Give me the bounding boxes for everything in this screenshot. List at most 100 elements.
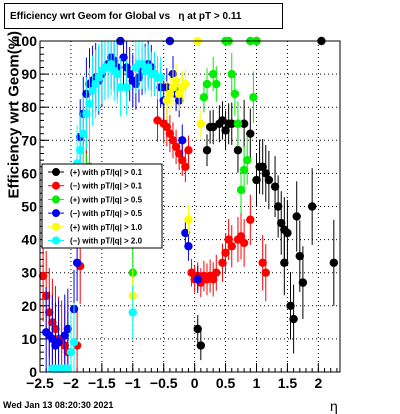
- data-point: [295, 251, 304, 261]
- data-point: [168, 136, 178, 145]
- data-point: [221, 126, 230, 135]
- data-point: [162, 122, 172, 132]
- data-point: [212, 268, 221, 277]
- data-point: [218, 258, 227, 267]
- data-point: [199, 93, 209, 102]
- data-point: [72, 258, 82, 267]
- data-point: [307, 202, 317, 211]
- legend-swatch: [52, 181, 60, 190]
- data-point: [227, 119, 236, 128]
- y-tick-label: 100: [14, 33, 38, 49]
- y-tick-label: 0: [29, 364, 37, 380]
- data-point: [292, 212, 301, 221]
- legend-swatch: [52, 222, 60, 231]
- data-point: [258, 162, 267, 171]
- data-point: [162, 96, 172, 105]
- data-point: [79, 129, 88, 138]
- legend-swatch: [52, 209, 60, 218]
- data-point: [187, 268, 196, 277]
- data-point: [137, 59, 147, 69]
- legend-label: (+) with pT/|q| > 0.5: [70, 195, 143, 204]
- data-point: [264, 175, 274, 185]
- data-point: [178, 155, 187, 165]
- x-tick-label: 0: [191, 375, 199, 391]
- data-point: [181, 79, 190, 89]
- data-point: [196, 119, 206, 128]
- y-tick-label: 10: [21, 331, 37, 347]
- y-tick-label: 20: [21, 298, 37, 314]
- axis-ticks: −2.5 −2 −1.5 −1 −0.5 0 0.5 1 1.5 2010203040506070…: [14, 33, 338, 391]
- data-point: [280, 258, 289, 267]
- legend-label: (−) with pT/|q| > 0.5: [70, 209, 143, 218]
- data-point: [277, 218, 286, 228]
- data-point: [224, 235, 233, 244]
- data-point: [181, 228, 190, 238]
- data-point: [221, 248, 230, 258]
- y-tick-label: 50: [21, 199, 37, 215]
- data-point: [54, 338, 63, 347]
- x-axis-label: η: [330, 398, 338, 414]
- data-point: [239, 119, 249, 128]
- data-point: [246, 129, 255, 138]
- data-point: [270, 182, 280, 191]
- data-point: [63, 364, 73, 373]
- data-point: [236, 232, 246, 241]
- legend-box: [41, 163, 163, 249]
- y-axis-label: Efficiency wrt Geom(%): [5, 30, 23, 199]
- data-point: [171, 76, 181, 85]
- data-point: [165, 89, 175, 99]
- data-point: [249, 93, 258, 102]
- data-point: [106, 59, 116, 69]
- data-point: [184, 215, 193, 224]
- data-point: [76, 146, 85, 155]
- data-point: [94, 73, 103, 82]
- data-point: [184, 146, 193, 155]
- data-point: [233, 119, 243, 128]
- legend-label: (+) with pT/|q| > 0.1: [70, 168, 143, 177]
- data-point: [116, 83, 125, 92]
- data-point: [227, 69, 236, 79]
- data-point: [88, 86, 97, 95]
- data-point: [82, 109, 91, 119]
- data-point: [208, 275, 218, 284]
- data-point: [239, 238, 249, 248]
- data-point: [144, 63, 153, 72]
- y-tick-label: 60: [21, 165, 37, 181]
- data-point: [119, 53, 128, 62]
- data-point: [165, 129, 175, 138]
- x-tick-label: −2: [63, 375, 79, 391]
- data-point: [218, 116, 227, 125]
- y-tick-label: 40: [21, 232, 37, 248]
- data-point: [156, 73, 165, 82]
- data-point: [38, 271, 48, 281]
- x-tick-label: −1: [125, 375, 141, 391]
- data-point: [91, 79, 100, 89]
- data-point: [128, 308, 137, 317]
- data-point: [258, 258, 267, 267]
- data-point: [239, 165, 249, 175]
- data-point: [168, 83, 178, 92]
- data-point: [63, 324, 73, 334]
- data-point: [196, 341, 206, 350]
- data-point: [286, 301, 295, 310]
- data-point: [153, 116, 162, 125]
- data-point: [208, 122, 218, 132]
- legend-swatch: [52, 168, 60, 176]
- y-tick-label: 90: [21, 66, 37, 82]
- data-point: [69, 338, 79, 347]
- data-point: [171, 142, 181, 152]
- plot-frame: [39, 40, 341, 373]
- data-point: [193, 324, 202, 334]
- data-point: [233, 146, 243, 155]
- legend: (+) with pT/|q| > 0.1 (−) with pT/|q| > 0…: [41, 163, 163, 249]
- data-point: [178, 136, 187, 145]
- legend-label: (−) with pT/|q| > 0.1: [70, 182, 143, 191]
- legend-label: (−) with pT/|q| > 2.0: [70, 237, 143, 246]
- data-point: [193, 275, 202, 284]
- x-tick-label: −1.5: [88, 375, 116, 391]
- timestamp: Wed Jan 13 08:20:30 2021: [3, 400, 114, 410]
- data-point: [202, 79, 212, 89]
- data-point: [227, 242, 236, 251]
- data-point: [208, 69, 218, 79]
